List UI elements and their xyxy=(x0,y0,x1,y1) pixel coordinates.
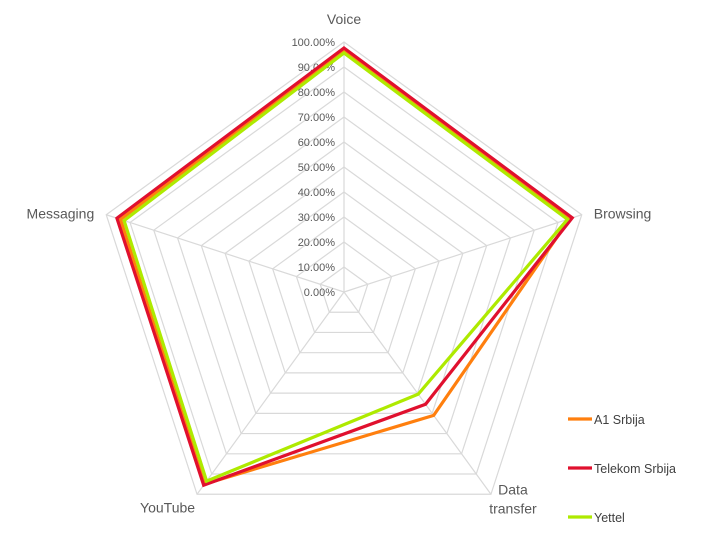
series-line-yettel xyxy=(122,50,570,484)
series-line-telekom-srbija xyxy=(115,46,575,488)
spoke xyxy=(106,214,345,293)
gridline xyxy=(129,66,559,475)
category-label: Browsing xyxy=(594,206,652,222)
tick-label: 20.00% xyxy=(298,237,336,249)
series-line-a1-srbija xyxy=(118,47,573,487)
tick-label: 30.00% xyxy=(298,212,336,224)
tick-label: 50.00% xyxy=(298,162,336,174)
tick-label: 70.00% xyxy=(298,112,336,124)
tick-label: 60.00% xyxy=(298,137,336,149)
spoke xyxy=(196,291,345,495)
legend-label: Telekom Srbija xyxy=(594,462,676,476)
category-label: Voice xyxy=(327,11,361,27)
tick-label: 100.00% xyxy=(292,37,336,49)
category-label: transfer xyxy=(489,500,537,516)
legend-label: Yettel xyxy=(594,511,625,525)
tick-label: 40.00% xyxy=(298,187,336,199)
gridline xyxy=(105,41,583,495)
gridline xyxy=(224,166,464,394)
gridline xyxy=(248,191,440,374)
gridline xyxy=(319,266,369,313)
category-label: YouTube xyxy=(140,499,195,515)
category-label: Data xyxy=(498,481,528,497)
tick-label: 80.00% xyxy=(298,87,336,99)
spoke xyxy=(343,214,582,293)
gridline xyxy=(295,241,393,334)
legend-label: A1 Srbija xyxy=(594,413,645,427)
gridline xyxy=(271,216,417,354)
tick-label: 0.00% xyxy=(304,287,335,299)
gridline xyxy=(153,91,535,455)
gridline xyxy=(200,141,488,414)
category-label: Messaging xyxy=(27,206,95,222)
tick-label: 10.00% xyxy=(298,262,336,274)
